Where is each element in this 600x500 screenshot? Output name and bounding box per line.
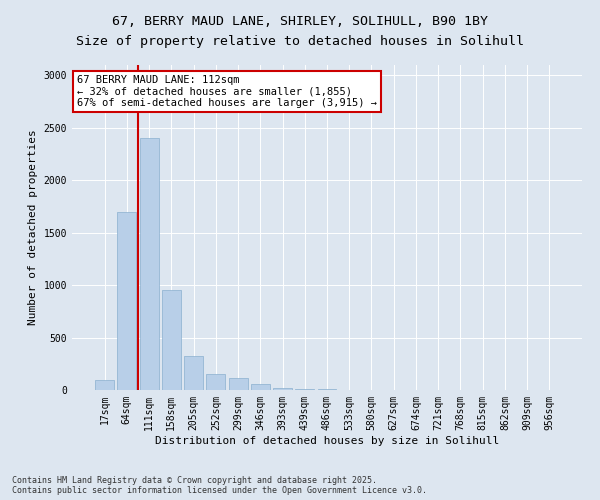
- Text: Size of property relative to detached houses in Solihull: Size of property relative to detached ho…: [76, 35, 524, 48]
- Bar: [206, 374, 225, 390]
- Text: 67, BERRY MAUD LANE, SHIRLEY, SOLIHULL, B90 1BY: 67, BERRY MAUD LANE, SHIRLEY, SOLIHULL, …: [112, 15, 488, 28]
- Text: 67 BERRY MAUD LANE: 112sqm
← 32% of detached houses are smaller (1,855)
67% of s: 67 BERRY MAUD LANE: 112sqm ← 32% of deta…: [77, 74, 377, 108]
- Bar: [251, 384, 270, 390]
- Y-axis label: Number of detached properties: Number of detached properties: [28, 130, 38, 326]
- Bar: [118, 212, 136, 390]
- Bar: [184, 356, 203, 390]
- Bar: [140, 138, 158, 390]
- Text: Contains HM Land Registry data © Crown copyright and database right 2025.
Contai: Contains HM Land Registry data © Crown c…: [12, 476, 427, 495]
- X-axis label: Distribution of detached houses by size in Solihull: Distribution of detached houses by size …: [155, 436, 499, 446]
- Bar: [162, 290, 181, 390]
- Bar: [295, 389, 314, 390]
- Bar: [273, 388, 292, 390]
- Bar: [229, 378, 248, 390]
- Bar: [95, 380, 114, 390]
